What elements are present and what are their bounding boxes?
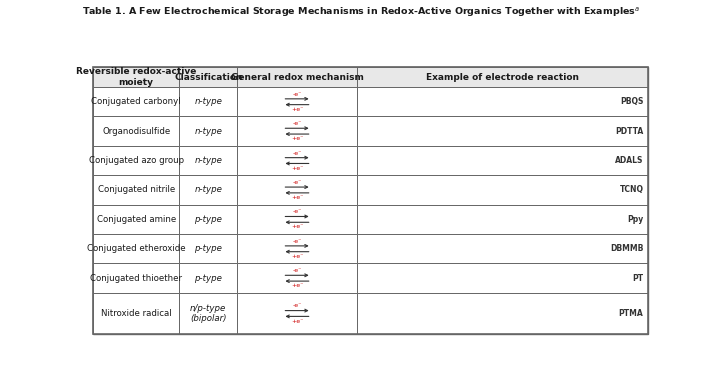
Text: DBMMB: DBMMB xyxy=(610,244,643,253)
Text: Classification: Classification xyxy=(174,72,242,81)
Bar xyxy=(93,87,179,116)
Bar xyxy=(237,205,356,234)
Text: Nitroxide radical: Nitroxide radical xyxy=(100,309,171,318)
Bar xyxy=(179,205,237,234)
Text: General redox mechanism: General redox mechanism xyxy=(231,72,364,81)
Text: n-type: n-type xyxy=(194,156,222,165)
Bar xyxy=(356,205,648,234)
Text: +e⁻: +e⁻ xyxy=(291,224,303,230)
Bar xyxy=(179,264,237,293)
Bar xyxy=(237,116,356,146)
Bar xyxy=(237,87,356,116)
Text: +e⁻: +e⁻ xyxy=(291,319,303,323)
Text: Conjugated nitrile: Conjugated nitrile xyxy=(98,185,175,195)
Text: PBQS: PBQS xyxy=(620,97,643,106)
Text: p-type: p-type xyxy=(194,244,222,253)
Bar xyxy=(356,87,648,116)
Text: ADALS: ADALS xyxy=(615,156,643,165)
Text: -e⁻: -e⁻ xyxy=(292,303,301,308)
Text: +e⁻: +e⁻ xyxy=(291,107,303,112)
Bar xyxy=(237,146,356,175)
Text: Conjugated etheroxide: Conjugated etheroxide xyxy=(87,244,186,253)
Text: +e⁻: +e⁻ xyxy=(291,254,303,259)
Text: n/p-type
(bipolar): n/p-type (bipolar) xyxy=(190,304,226,323)
Bar xyxy=(93,205,179,234)
Text: Ppy: Ppy xyxy=(627,215,643,224)
Bar xyxy=(356,67,648,87)
Text: Example of electrode reaction: Example of electrode reaction xyxy=(426,72,579,81)
Text: +e⁻: +e⁻ xyxy=(291,166,303,171)
Text: n-type: n-type xyxy=(194,185,222,195)
Bar xyxy=(179,67,237,87)
Text: Reversible redox-active
moiety: Reversible redox-active moiety xyxy=(76,67,197,87)
Text: +e⁻: +e⁻ xyxy=(291,283,303,288)
Bar xyxy=(356,146,648,175)
Bar xyxy=(237,175,356,205)
Text: Organodisulfide: Organodisulfide xyxy=(102,127,171,136)
Bar xyxy=(93,293,179,334)
Text: PDTTA: PDTTA xyxy=(615,127,643,136)
Text: Table 1. A Few Electrochemical Storage Mechanisms in Redox-Active Organics Toget: Table 1. A Few Electrochemical Storage M… xyxy=(82,5,641,18)
Text: -e⁻: -e⁻ xyxy=(292,121,301,126)
Text: Conjugated carbonyl: Conjugated carbonyl xyxy=(91,97,181,106)
Bar xyxy=(356,293,648,334)
Bar xyxy=(93,175,179,205)
Text: Conjugated thioether: Conjugated thioether xyxy=(90,274,182,283)
Bar xyxy=(237,67,356,87)
Text: n-type: n-type xyxy=(194,127,222,136)
Text: p-type: p-type xyxy=(194,274,222,283)
Text: -e⁻: -e⁻ xyxy=(292,92,301,97)
Bar xyxy=(93,146,179,175)
Bar xyxy=(356,175,648,205)
Text: p-type: p-type xyxy=(194,215,222,224)
Text: +e⁻: +e⁻ xyxy=(291,136,303,141)
Bar xyxy=(179,87,237,116)
Bar xyxy=(356,234,648,264)
Bar xyxy=(237,264,356,293)
Text: -e⁻: -e⁻ xyxy=(292,268,301,273)
Bar xyxy=(179,116,237,146)
Bar xyxy=(179,146,237,175)
Text: -e⁻: -e⁻ xyxy=(292,180,301,185)
Text: -e⁻: -e⁻ xyxy=(292,150,301,156)
Bar xyxy=(93,234,179,264)
Text: +e⁻: +e⁻ xyxy=(291,195,303,200)
Bar xyxy=(93,264,179,293)
Text: n-type: n-type xyxy=(194,97,222,106)
Text: -e⁻: -e⁻ xyxy=(292,239,301,244)
Text: Conjugated amine: Conjugated amine xyxy=(97,215,176,224)
Bar xyxy=(179,175,237,205)
Bar xyxy=(356,116,648,146)
Bar xyxy=(179,293,237,334)
Bar xyxy=(356,264,648,293)
Bar xyxy=(179,234,237,264)
Text: PTMA: PTMA xyxy=(619,309,643,318)
Text: Conjugated azo group: Conjugated azo group xyxy=(89,156,184,165)
Bar xyxy=(93,116,179,146)
Bar xyxy=(237,234,356,264)
Bar xyxy=(237,293,356,334)
Text: PT: PT xyxy=(633,274,643,283)
Bar xyxy=(93,67,179,87)
Text: -e⁻: -e⁻ xyxy=(292,209,301,215)
Text: TCNQ: TCNQ xyxy=(620,185,643,195)
